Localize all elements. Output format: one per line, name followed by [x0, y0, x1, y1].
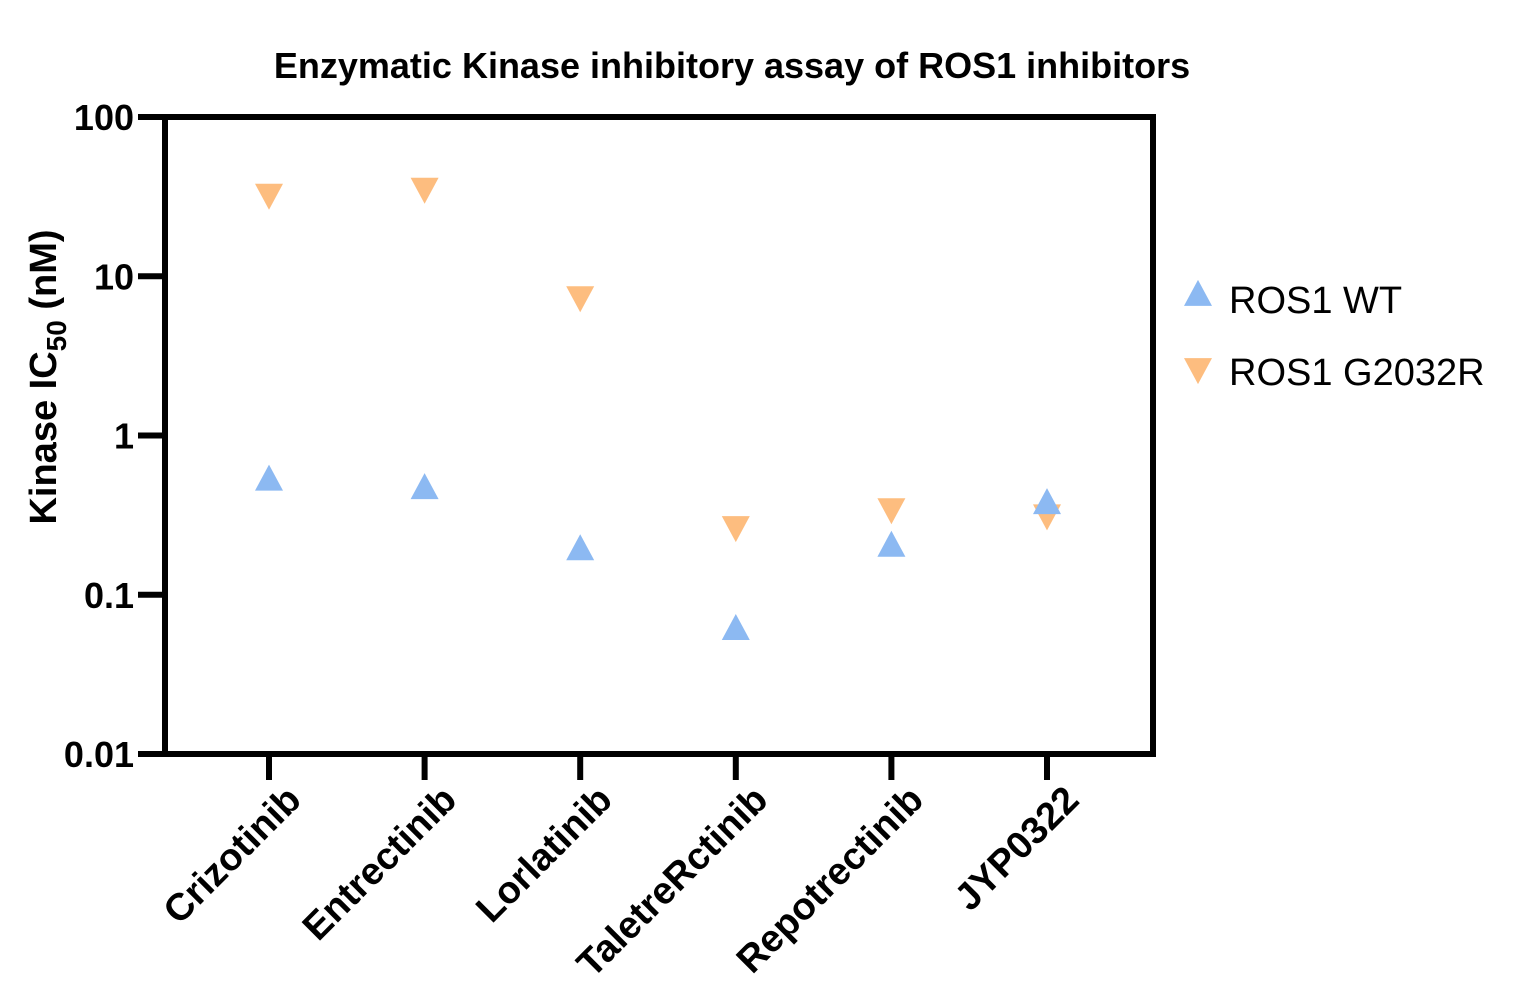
plot-frame	[162, 114, 1156, 757]
svg-text:Kinase IC50 (nM): Kinase IC50 (nM)	[23, 229, 72, 524]
x-tick-label: Entrectinib	[295, 779, 465, 949]
y-tick-label: 1	[114, 416, 134, 457]
x-tick-label: JYP0322	[947, 779, 1087, 919]
legend-label: ROS1 WT	[1229, 280, 1402, 322]
legend-marker-g2032r	[1184, 358, 1212, 385]
legend: ROS1 WT ROS1 G2032R	[1184, 279, 1485, 394]
y-axis-label: Kinase IC50 (nM)	[23, 229, 72, 524]
ros1-wt-point	[255, 464, 283, 491]
data-points	[255, 177, 1061, 640]
ros1-wt-point	[1033, 488, 1061, 515]
y-axis-label-main: Kinase IC	[23, 351, 65, 524]
y-tick-label: 0.1	[84, 575, 134, 616]
x-tick-label: Lorlatinib	[468, 779, 620, 931]
ros1-g2032r-point	[255, 183, 283, 210]
y-axis: 100 10 1 0.1 0.01	[64, 97, 165, 775]
chart-title: Enzymatic Kinase inhibitory assay of ROS…	[274, 45, 1190, 86]
x-tick-label: Crizotinib	[156, 779, 310, 933]
legend-marker-wt	[1184, 279, 1212, 306]
ros1-wt-point	[410, 473, 439, 500]
y-axis-label-suffix: (nM)	[23, 229, 65, 320]
ros1-g2032r-point	[410, 177, 439, 204]
ros1-wt-point	[566, 534, 595, 561]
ros1-g2032r-point	[566, 286, 595, 313]
ros1-wt-point	[721, 613, 750, 640]
ros1-g2032r-point	[721, 516, 750, 543]
y-tick-label: 10	[94, 256, 134, 297]
y-tick-label: 100	[74, 97, 134, 138]
legend-label: ROS1 G2032R	[1229, 352, 1485, 394]
ros1-g2032r-point	[877, 498, 906, 525]
y-tick-label: 0.01	[64, 734, 134, 775]
ros1-wt-point	[877, 530, 906, 557]
y-axis-label-subscript: 50	[41, 320, 72, 351]
